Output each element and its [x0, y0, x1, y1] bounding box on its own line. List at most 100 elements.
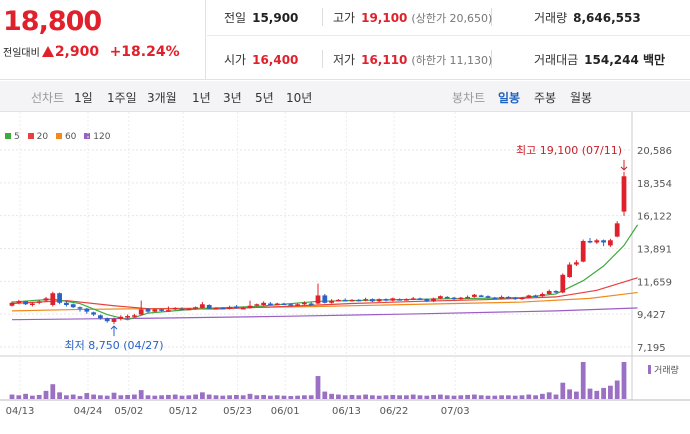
candle-body	[274, 303, 280, 306]
chart-toolbar: 선차트 1일 1주일 3개월 1년 3년 5년 10년 봉차트 일봉 주봉 월봉	[0, 81, 690, 112]
volume-bar	[295, 395, 300, 399]
period-10y[interactable]: 10년	[286, 91, 313, 105]
ma20-line	[11, 277, 638, 310]
low-annotation: 최저 8,750 (04/27)	[64, 339, 163, 352]
volume-bar	[70, 394, 76, 399]
candle-body	[356, 299, 362, 302]
candle-body	[472, 294, 477, 297]
volume-bar	[132, 394, 137, 399]
axis-labels: 20,586 18,354 16,122 13,891 11,659 9,427 7,195…	[6, 144, 679, 417]
low-arrow-icon	[110, 325, 118, 337]
candle-body	[485, 296, 491, 298]
ma60-label: 60	[64, 132, 77, 142]
x-tick-label: 04/13	[6, 406, 35, 417]
candle-body	[50, 293, 56, 305]
candle-body	[64, 302, 69, 305]
volume-bar	[30, 395, 35, 399]
candle-body	[70, 304, 76, 308]
volume-bar	[125, 394, 130, 399]
period-1d[interactable]: 1일	[74, 91, 93, 105]
period-1y[interactable]: 1년	[192, 91, 211, 105]
candle-body	[574, 262, 579, 265]
y-tick-label: 16,122	[637, 212, 672, 223]
y-tick-label: 9,427	[637, 310, 666, 321]
candle-body	[315, 295, 321, 304]
candle-body	[111, 318, 117, 322]
candle-body	[512, 297, 518, 300]
candle-body	[404, 299, 409, 301]
volume-bar	[329, 393, 334, 399]
candle-body	[438, 296, 443, 299]
candle-body	[363, 299, 368, 301]
candle-body	[397, 299, 402, 301]
volume-bar	[458, 395, 464, 399]
volume-bar	[601, 387, 606, 399]
volume-bar	[281, 395, 287, 399]
volume-bar	[64, 395, 69, 399]
volume-bar	[179, 395, 185, 399]
volume-bar	[370, 395, 375, 399]
quote-header: 18,800 전일대비 2,900 +18.24%	[0, 0, 690, 80]
stat-high: 고가 19,100 (상한가 20,650)	[333, 11, 493, 25]
candle-body	[172, 307, 178, 310]
volume-bar	[206, 394, 212, 399]
x-tick-label: 04/24	[74, 406, 103, 417]
moving-average-lines	[11, 224, 639, 321]
period-3m[interactable]: 3개월	[147, 91, 177, 105]
candle-body	[206, 304, 212, 309]
candle-body	[329, 300, 334, 303]
candle-body	[424, 299, 430, 302]
volume-bar	[9, 394, 15, 399]
candle-body	[553, 291, 559, 293]
candle-body	[587, 241, 593, 243]
volume-bar	[553, 394, 559, 399]
volume-bar	[492, 395, 498, 399]
candle-body	[234, 306, 239, 308]
volume-bar	[417, 395, 423, 399]
volume-bar	[193, 394, 198, 399]
ma5-line	[11, 224, 639, 321]
candle-body	[417, 298, 423, 300]
volume-bar	[84, 393, 90, 399]
candle-body	[342, 299, 348, 302]
candle-body	[499, 296, 504, 299]
candle-body	[240, 307, 246, 310]
candle-body	[376, 299, 382, 302]
period-3y[interactable]: 3년	[223, 91, 242, 105]
candle-body	[227, 307, 232, 309]
candle-body	[23, 301, 28, 305]
change-label: 전일대비	[3, 48, 40, 59]
volume-bar	[472, 394, 477, 399]
candle-period-weekly[interactable]: 주봉	[534, 91, 557, 105]
candle-body	[186, 308, 192, 311]
candle-period-daily[interactable]: 일봉	[498, 91, 521, 105]
volume-bar	[506, 395, 511, 399]
x-tick-label: 06/13	[332, 406, 361, 417]
period-5y[interactable]: 5년	[255, 91, 274, 105]
candle-body	[336, 299, 341, 302]
ma5-swatch	[5, 133, 11, 139]
candle-body	[458, 297, 464, 300]
candle-body	[614, 223, 620, 237]
volume-bar	[200, 392, 205, 399]
candle-body	[281, 303, 287, 306]
x-tick-label: 07/03	[441, 406, 470, 417]
volume-bar	[560, 382, 566, 399]
volume-bar	[118, 395, 124, 399]
x-tick-label: 05/12	[169, 406, 198, 417]
candle-body	[580, 241, 586, 262]
change-amount: 2,900	[54, 44, 100, 60]
volume-bar	[410, 394, 416, 399]
volume-bar	[23, 393, 28, 399]
candle-period-monthly[interactable]: 월봉	[570, 91, 593, 105]
y-tick-label: 18,354	[637, 179, 672, 190]
stats-separator	[491, 8, 492, 26]
candle-body	[145, 308, 151, 312]
candle-body	[410, 298, 416, 300]
period-1w[interactable]: 1주일	[107, 91, 137, 105]
ma20-swatch	[27, 133, 34, 139]
candle-body	[601, 240, 606, 243]
x-tick-label: 06/01	[271, 406, 300, 417]
volume-bar	[274, 395, 280, 399]
volume-bar	[288, 396, 294, 399]
